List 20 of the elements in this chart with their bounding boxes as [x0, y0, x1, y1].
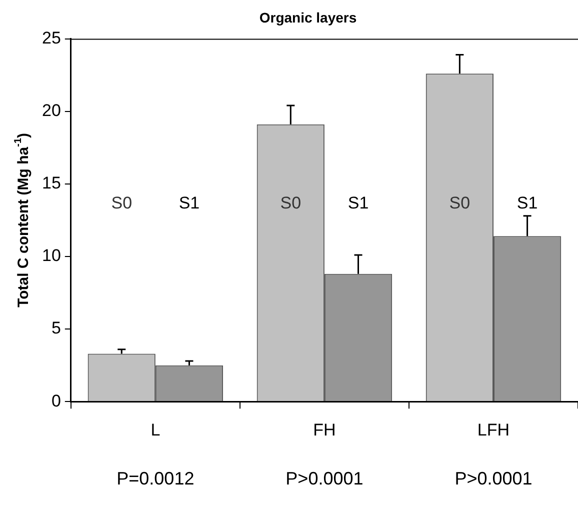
- x-tick-label: LFH: [477, 420, 510, 440]
- y-tick-label: 10: [42, 246, 61, 266]
- text: P>0.0001: [454, 468, 532, 489]
- y-tick-label: 15: [42, 174, 61, 193]
- text: P>0.0001: [286, 468, 364, 489]
- text: S0: [111, 194, 132, 213]
- y-tick-label: 20: [42, 101, 61, 120]
- y-axis-title: Total C content (Mg ha-1): [12, 132, 32, 308]
- text: P=0.0012: [116, 468, 194, 489]
- series-label: S0: [449, 194, 470, 213]
- chart-title: Organic layers: [259, 9, 357, 26]
- y-tick-label: 5: [51, 318, 61, 338]
- text: S0: [280, 194, 302, 213]
- x-tick-label: FH: [313, 420, 336, 440]
- text: S1: [348, 194, 369, 213]
- y-tick-label: 25: [42, 28, 61, 48]
- series-label: S1: [516, 194, 538, 213]
- x-tick-label: L: [150, 420, 160, 440]
- text: S1: [178, 194, 200, 213]
- y-tick-label: 0: [51, 391, 61, 410]
